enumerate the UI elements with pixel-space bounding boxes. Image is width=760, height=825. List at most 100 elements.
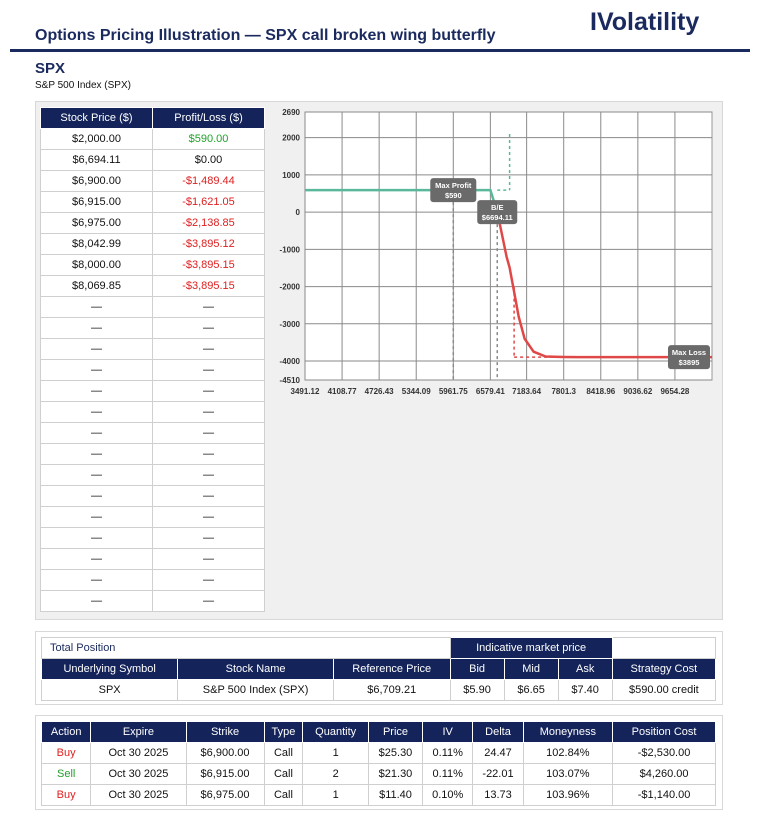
leg-price-cell: $21.30 bbox=[367, 763, 424, 785]
pl-table-row: $8,042.99 -$3,895.12 bbox=[40, 233, 265, 255]
tp-header-cell: Strategy Cost bbox=[611, 658, 717, 680]
pl-table-empty-row: — — bbox=[40, 548, 265, 570]
y-tick-label: 0 bbox=[296, 208, 301, 217]
tp-value-cell: $5.90 bbox=[449, 679, 505, 701]
profit-loss-header: Profit/Loss ($) bbox=[152, 107, 265, 129]
legs-body: Buy Oct 30 2025 $6,900.00 Call 1 $25.30 0.11% 2… bbox=[40, 742, 716, 806]
leg-quantity-cell: 1 bbox=[302, 784, 369, 806]
pl-table-header: Stock Price ($) Profit/Loss ($) bbox=[40, 107, 265, 129]
pl-table-empty-row: — — bbox=[40, 464, 265, 486]
stock-price-cell: $6,694.11 bbox=[40, 149, 153, 171]
pl-table-empty-row: — — bbox=[40, 485, 265, 507]
profit-loss-cell: -$3,895.15 bbox=[152, 254, 265, 276]
payoff-chart: 3491.12 4108.77 4726.43 5344.09 5961.75 6579.… bbox=[280, 108, 713, 396]
brand-logo: IVolatility bbox=[590, 8, 700, 36]
empty-cell: — bbox=[40, 548, 153, 570]
leg-iv-cell: 0.11% bbox=[422, 742, 474, 764]
leg-cost-cell: -$1,140.00 bbox=[612, 784, 716, 806]
stock-price-cell: $8,042.99 bbox=[40, 233, 153, 255]
tp-header-cell: Bid bbox=[449, 658, 505, 680]
tp-header-cell: Underlying Symbol bbox=[40, 658, 179, 680]
pl-table-body: $2,000.00 $590.00 $6,694.11 $0.00 $6,900.00-… bbox=[40, 128, 265, 612]
stock-price-cell: $8,000.00 bbox=[40, 254, 153, 276]
empty-cell: — bbox=[40, 485, 153, 507]
legs-header-cell: Quantity bbox=[302, 721, 369, 743]
leg-action-cell: Buy bbox=[40, 784, 92, 806]
tp-value-cell: $6,709.21 bbox=[332, 679, 451, 701]
profit-loss-cell: -$3,895.15 bbox=[152, 275, 265, 297]
legs-header-cell: Position Cost bbox=[612, 721, 716, 743]
pl-table-row: $8,000.00 -$3,895.15 bbox=[40, 254, 265, 276]
pl-table-empty-row: — — bbox=[40, 317, 265, 339]
legs-header-cell: Moneyness bbox=[522, 721, 614, 743]
legs-header-cell: IV bbox=[422, 721, 474, 743]
pl-table-empty-row: — — bbox=[40, 359, 265, 381]
profit-loss-cell: $590.00 bbox=[152, 128, 265, 150]
annotation-tag bbox=[668, 345, 710, 370]
tp-value-cell: $7.40 bbox=[557, 679, 613, 701]
x-tick-label: 7801.3 bbox=[551, 387, 576, 396]
annotation-value: $6694.11 bbox=[482, 213, 513, 222]
empty-cell: — bbox=[40, 380, 153, 402]
y-tick-label: -4000 bbox=[280, 357, 301, 366]
leg-quantity-cell: 2 bbox=[302, 763, 369, 785]
annotation-title: Max Loss bbox=[672, 348, 706, 357]
tp-header-cell: Reference Price bbox=[332, 658, 451, 680]
empty-cell: — bbox=[40, 338, 153, 360]
leg-iv-cell: 0.10% bbox=[422, 784, 474, 806]
leg-moneyness-cell: 103.07% bbox=[522, 763, 614, 785]
empty-cell: — bbox=[152, 485, 265, 507]
annotation-tag bbox=[477, 200, 518, 225]
pl-table-empty-row: — — bbox=[40, 443, 265, 465]
y-tick-label: -1000 bbox=[280, 245, 301, 254]
empty-cell: — bbox=[152, 527, 265, 549]
empty-cell: — bbox=[40, 422, 153, 444]
stock-price-cell: $6,900.00 bbox=[40, 170, 153, 192]
tp-header-cell: Mid bbox=[503, 658, 559, 680]
empty-cell: — bbox=[40, 359, 153, 381]
leg-row: Buy Oct 30 2025 $6,975.00 Call 1 $11.40 0.10% 1… bbox=[40, 784, 716, 806]
tp-value-cell: $6.65 bbox=[503, 679, 559, 701]
empty-cell: — bbox=[40, 569, 153, 591]
tp-value-cell: SPX bbox=[40, 679, 179, 701]
total-position-table: Total Position Indicative market price U… bbox=[40, 637, 717, 701]
pl-table-empty-row: — — bbox=[40, 380, 265, 402]
x-tick-label: 5961.75 bbox=[439, 387, 468, 396]
leg-row: Sell Oct 30 2025 $6,915.00 Call 2 $21.30 0.11%… bbox=[40, 763, 716, 785]
profit-loss-cell: -$1,621.05 bbox=[152, 191, 265, 213]
legs-header-cell: Action bbox=[40, 721, 92, 743]
x-tick-label: 9654.28 bbox=[660, 387, 689, 396]
stock-price-cell: $6,915.00 bbox=[40, 191, 153, 213]
empty-cell: — bbox=[152, 569, 265, 591]
empty-cell: — bbox=[152, 443, 265, 465]
profit-loss-cell: $0.00 bbox=[152, 149, 265, 171]
tp-header-cell: Ask bbox=[557, 658, 613, 680]
x-tick-label: 4108.77 bbox=[328, 387, 357, 396]
leg-expire-cell: Oct 30 2025 bbox=[90, 742, 187, 764]
profit-loss-cell: -$3,895.12 bbox=[152, 233, 265, 255]
profit-loss-cell: -$2,138.85 bbox=[152, 212, 265, 234]
empty-cell: — bbox=[152, 464, 265, 486]
empty-cell: — bbox=[152, 296, 265, 318]
leg-delta-cell: -22.01 bbox=[472, 763, 524, 785]
annotation-title: B/E bbox=[491, 203, 504, 212]
header-divider bbox=[10, 49, 750, 52]
pl-table-empty-row: — — bbox=[40, 527, 265, 549]
x-tick-label: 8418.96 bbox=[586, 387, 615, 396]
leg-cost-cell: $4,260.00 bbox=[612, 763, 716, 785]
leg-moneyness-cell: 103.96% bbox=[522, 784, 614, 806]
leg-quantity-cell: 1 bbox=[302, 742, 369, 764]
leg-row: Buy Oct 30 2025 $6,900.00 Call 1 $25.30 0.11% 2… bbox=[40, 742, 716, 764]
legs-table: Action Expire Strike Type Quantity Price IV Del… bbox=[40, 721, 716, 806]
total-position-box: Total Position Indicative market price U… bbox=[35, 631, 723, 705]
total-position-header: Underlying Symbol Stock Name Reference Pri… bbox=[40, 658, 717, 680]
legs-header-cell: Expire bbox=[90, 721, 187, 743]
page-title: Options Pricing Illustration — SPX call … bbox=[35, 27, 496, 44]
pl-table-row: $2,000.00 $590.00 bbox=[40, 128, 265, 150]
y-tick-label: 2000 bbox=[282, 134, 300, 143]
annotation-value: $590 bbox=[445, 191, 462, 200]
leg-strike-cell: $6,915.00 bbox=[185, 763, 265, 785]
annotation-tag bbox=[430, 178, 477, 203]
leg-price-cell: $25.30 bbox=[367, 742, 424, 764]
total-position-values: SPX S&P 500 Index (SPX) $6,709.21 $5.90 $6.6… bbox=[40, 679, 717, 701]
